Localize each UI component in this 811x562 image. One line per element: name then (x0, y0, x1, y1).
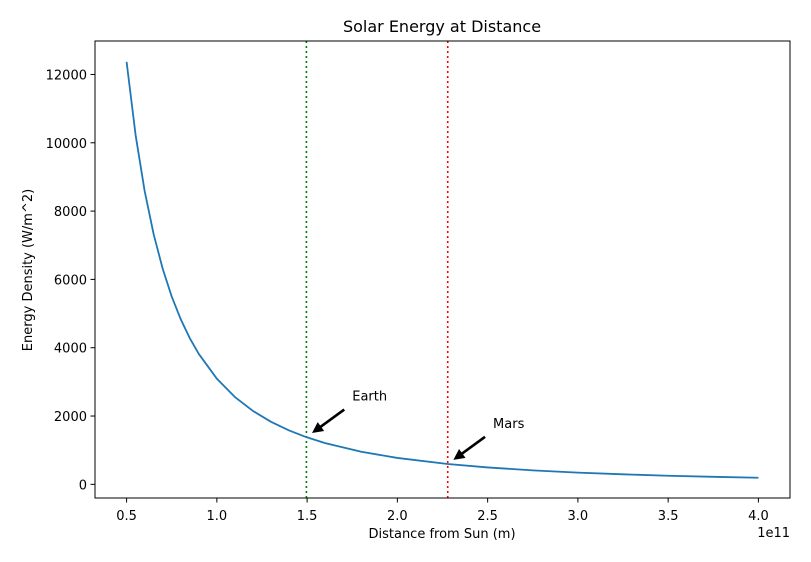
x-axis-title: Distance from Sun (m) (368, 527, 515, 542)
annotation-arrow-shaft (317, 408, 346, 430)
x-tick-label: 0.5 (116, 509, 137, 524)
annotation-label: Earth (352, 390, 387, 405)
series-line-1 (125, 61, 759, 479)
y-axis: 0 2000 4000 6000 8000 10000 12000 (46, 68, 95, 493)
x-tick-label: 3.0 (568, 509, 589, 524)
x-tick-label: 1.5 (297, 509, 318, 524)
x-tick-label: 2.0 (387, 509, 408, 524)
axes-frame (94, 40, 791, 499)
x-tick-label: 1.0 (207, 509, 228, 524)
x-axis: 0.5 1.0 1.5 2.0 2.5 3.0 3.5 4.0 (116, 498, 769, 524)
y-tick-label: 10000 (46, 137, 87, 152)
chart-title: Solar Energy at Distance (343, 17, 541, 36)
annotation-arrow-shaft (459, 435, 486, 457)
x-offset-label: 1e11 (757, 526, 790, 541)
y-tick-label: 2000 (54, 410, 87, 425)
x-tick-label: 2.5 (477, 509, 498, 524)
x-tick-label: 3.5 (658, 509, 679, 524)
y-tick-label: 0 (79, 478, 87, 493)
annotation-arrow-head (312, 422, 325, 434)
annotation-earth: Earth (312, 390, 387, 434)
plot-area: Earth Mars (125, 41, 759, 498)
y-axis-title: Energy Density (W/m^2) (21, 189, 36, 351)
y-tick-label: 8000 (54, 205, 87, 220)
x-tick-label: 4.0 (748, 509, 769, 524)
annotation-label: Mars (493, 417, 525, 432)
y-tick-label: 4000 (54, 342, 87, 357)
y-tick-label: 6000 (54, 273, 87, 288)
y-tick-label: 12000 (46, 68, 87, 83)
annotation-arrow-head (453, 448, 466, 460)
annotation-mars: Mars (453, 417, 525, 460)
